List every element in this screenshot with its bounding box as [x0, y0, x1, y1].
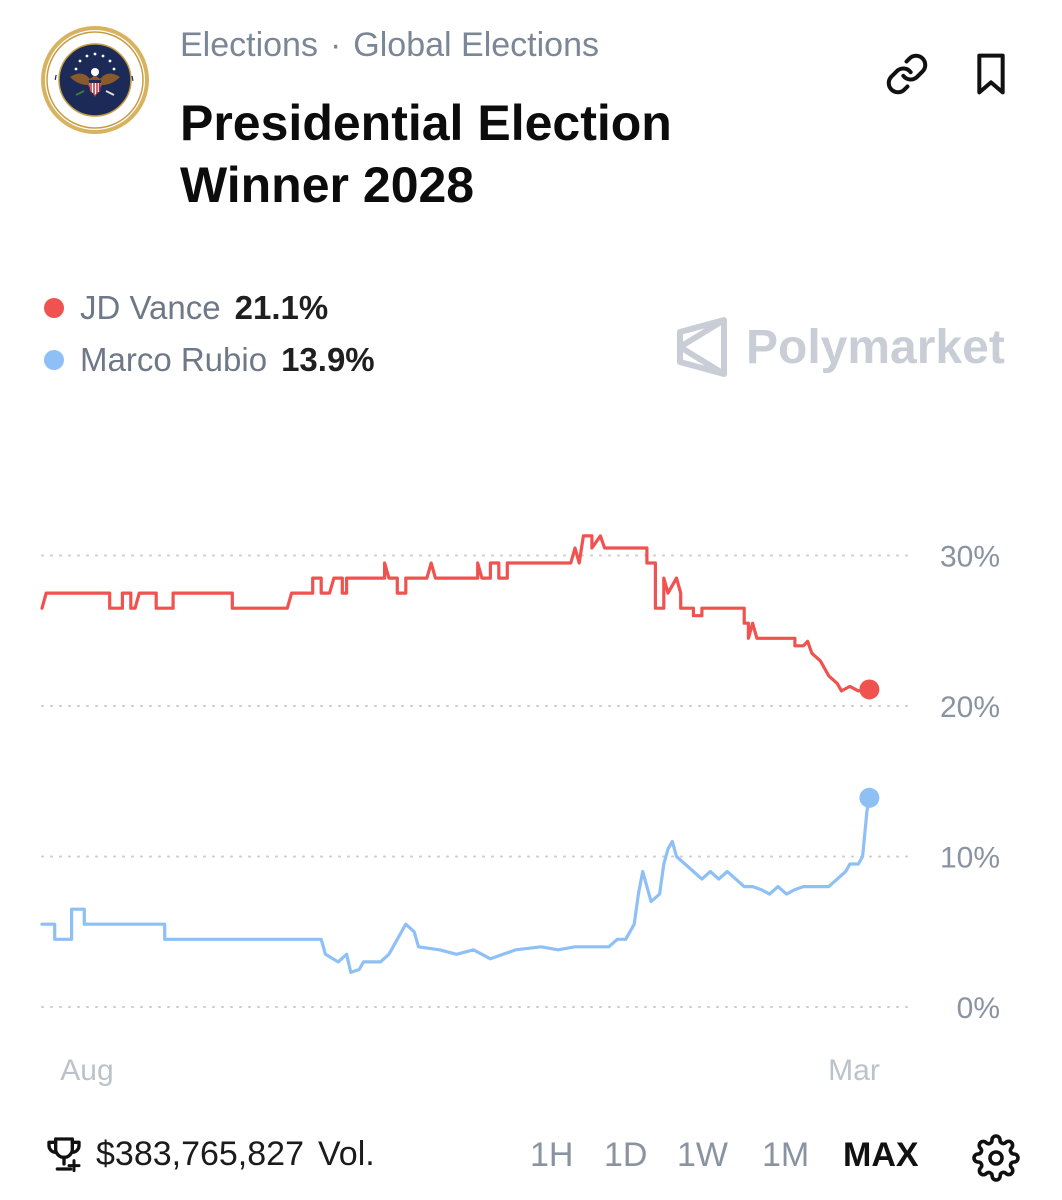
watermark-text: Polymarket: [746, 320, 1005, 374]
breadcrumb-item-global-elections[interactable]: Global Elections: [353, 26, 599, 64]
legend-item-marco-rubio: Marco Rubio 13.9%: [44, 334, 375, 386]
legend-dot: [44, 350, 64, 370]
trophy-icon: [47, 1137, 81, 1173]
breadcrumb: Elections · Global Elections: [180, 26, 599, 65]
volume-amount: $383,765,827: [96, 1134, 304, 1173]
series-end-marker: [859, 679, 880, 700]
timeframe-max-button[interactable]: MAX: [843, 1136, 919, 1174]
legend-dot: [44, 298, 64, 318]
timeframe-1d-button[interactable]: 1D: [604, 1136, 648, 1174]
page-title: Presidential Election Winner 2028: [180, 95, 672, 213]
timeframe-1h-button[interactable]: 1H: [530, 1136, 574, 1174]
gear-icon[interactable]: [972, 1134, 1020, 1182]
series-line: [40, 534, 871, 693]
bookmark-icon: [977, 53, 1005, 95]
y-tick-label: 20%: [940, 691, 1000, 724]
volume-label: Vol.: [317, 1134, 375, 1173]
legend-name: Marco Rubio: [80, 341, 268, 378]
series-line: [40, 796, 871, 974]
polymarket-watermark: Polymarket: [674, 316, 1005, 378]
x-tick-label: Aug: [60, 1054, 113, 1087]
y-tick-label: 10%: [940, 842, 1000, 875]
x-tick-label: Mar: [828, 1054, 880, 1087]
chart-footer: $383,765,827 Vol. 1H 1D 1W 1M MAX: [0, 1120, 1062, 1200]
chart-legend: JD Vance 21.1% Marco Rubio 13.9%: [44, 282, 375, 386]
legend-name: JD Vance: [80, 289, 221, 326]
y-tick-label: 0%: [957, 992, 1000, 1025]
legend-value: 21.1%: [234, 289, 329, 326]
timeframe-1w-button[interactable]: 1W: [677, 1136, 728, 1174]
legend-item-jd-vance: JD Vance 21.1%: [44, 282, 375, 334]
polymarket-logo-icon: [677, 317, 727, 377]
timeframe-1m-button[interactable]: 1M: [762, 1136, 810, 1174]
presidential-seal-icon: [41, 26, 149, 134]
breadcrumb-item-elections[interactable]: Elections: [180, 26, 318, 64]
bookmark-button[interactable]: [967, 50, 1015, 98]
link-icon: [886, 53, 928, 95]
breadcrumb-separator: ·: [329, 26, 342, 64]
legend-value: 13.9%: [281, 341, 375, 378]
volume: $383,765,827 Vol.: [44, 1134, 375, 1174]
y-tick-label: 30%: [940, 541, 1000, 574]
price-chart[interactable]: 30% 20% 10% 0% Aug Mar: [0, 500, 1062, 1100]
series-end-marker: [859, 787, 880, 808]
copy-link-button[interactable]: [883, 50, 931, 98]
